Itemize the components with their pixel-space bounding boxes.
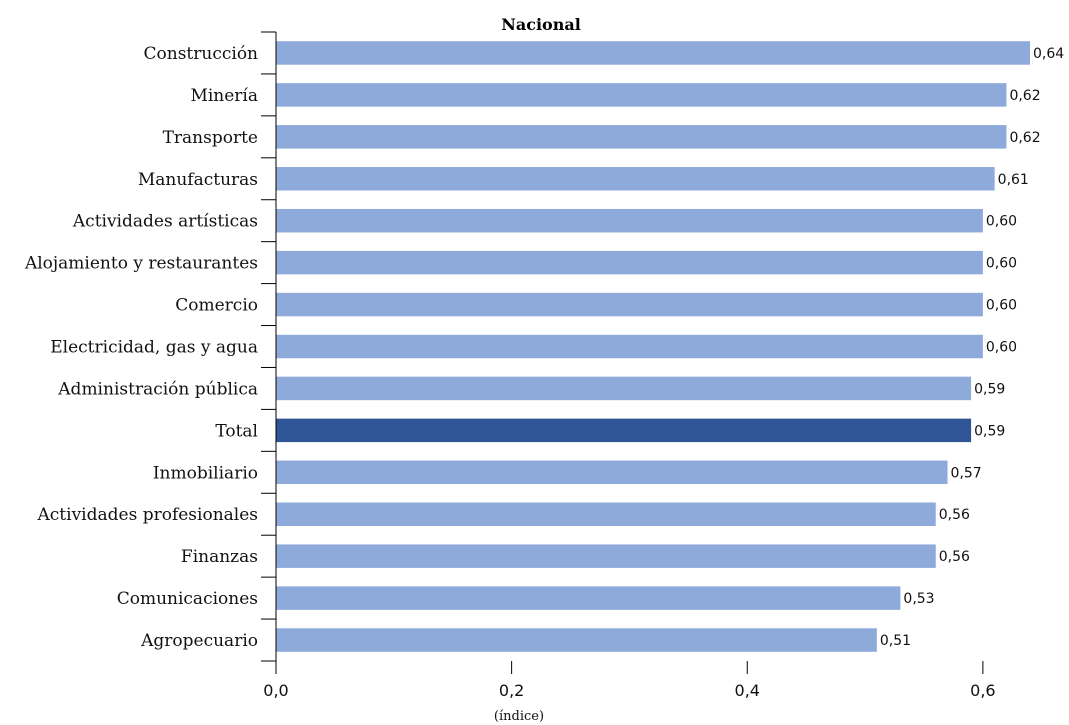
category-label-alojamiento-y-restaurantes: Alojamiento y restaurantes — [24, 254, 258, 274]
category-label-total: Total — [215, 421, 258, 441]
value-label-administracion-publica: 0,59 — [974, 381, 1005, 397]
bar-alojamiento-y-restaurantes — [276, 250, 983, 275]
value-label-manufacturas: 0,61 — [998, 172, 1029, 188]
x-tick-label: 0,0 — [263, 681, 288, 700]
category-label-electricidad-gas-y-agua: Electricidad, gas y agua — [50, 338, 258, 358]
category-label-agropecuario: Agropecuario — [140, 631, 258, 651]
y-ticks-layer — [261, 31, 276, 662]
bar-inmobiliario — [276, 460, 948, 485]
value-label-construccion: 0,64 — [1033, 46, 1064, 62]
category-label-administracion-publica: Administración pública — [57, 379, 258, 399]
chart-title: Nacional — [501, 15, 581, 34]
value-label-agropecuario: 0,51 — [880, 633, 911, 649]
category-label-actividades-artisticas: Actividades artísticas — [72, 212, 258, 232]
x-axis-title: (índice) — [494, 709, 544, 724]
x-tick-label: 0,6 — [970, 681, 995, 700]
category-label-comunicaciones: Comunicaciones — [117, 589, 258, 609]
bar-electricidad-gas-y-agua — [276, 334, 983, 359]
category-label-comercio: Comercio — [175, 296, 258, 316]
category-label-actividades-profesionales: Actividades profesionales — [37, 505, 259, 525]
bar-construccion — [276, 41, 1030, 65]
value-label-finanzas: 0,56 — [939, 549, 970, 565]
bar-total — [276, 418, 972, 443]
x-tick-label: 0,2 — [499, 681, 524, 700]
category-label-manufacturas: Manufacturas — [138, 170, 258, 190]
category-label-mineria: Minería — [190, 86, 258, 106]
category-label-transporte: Transporte — [163, 128, 258, 148]
category-label-finanzas: Finanzas — [181, 547, 258, 567]
value-label-comunicaciones: 0,53 — [903, 591, 934, 607]
x-ticks-layer: 0,0 0,2 0,4 0,6 — [263, 661, 996, 700]
bar-finanzas — [276, 544, 936, 568]
bar-administracion-publica — [276, 376, 972, 401]
bar-actividades-artisticas — [276, 208, 983, 233]
bar-comunicaciones — [276, 586, 901, 610]
value-label-alojamiento-y-restaurantes: 0,60 — [986, 256, 1017, 272]
category-label-construccion: Construcción — [144, 44, 259, 64]
bar-actividades-profesionales — [276, 502, 936, 526]
bar-transporte — [276, 125, 1007, 149]
bar-mineria — [276, 83, 1007, 107]
x-tick-label: 0,4 — [735, 681, 760, 700]
value-label-electricidad-gas-y-agua: 0,60 — [986, 340, 1017, 356]
category-labels-layer: Construcción Minería Transporte Manufactura… — [24, 44, 258, 651]
value-label-mineria: 0,62 — [1009, 88, 1040, 104]
bar-agropecuario — [276, 628, 877, 652]
category-label-inmobiliario: Inmobiliario — [153, 463, 258, 483]
value-label-actividades-artisticas: 0,60 — [986, 214, 1017, 230]
value-label-comercio: 0,60 — [986, 298, 1017, 314]
bar-comercio — [276, 292, 983, 317]
value-label-actividades-profesionales: 0,56 — [939, 507, 970, 523]
value-label-transporte: 0,62 — [1009, 130, 1040, 146]
value-labels-layer: 0,64 0,62 0,62 0,61 0,60 0,60 0,60 0,60 0,59 0,59… — [880, 46, 1064, 649]
value-label-total: 0,59 — [974, 423, 1005, 439]
value-label-inmobiliario: 0,57 — [951, 465, 982, 481]
bar-manufacturas — [276, 167, 995, 191]
bars-layer — [276, 41, 1030, 652]
